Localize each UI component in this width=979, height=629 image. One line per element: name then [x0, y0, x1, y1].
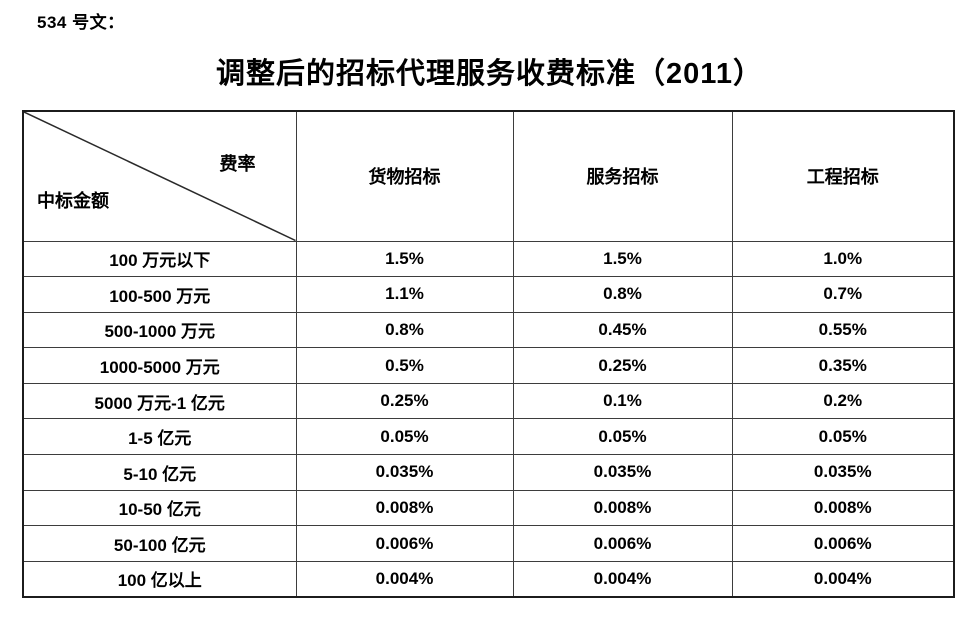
rate-cell: 1.5%	[512, 240, 733, 278]
rate-cell: 0.035%	[731, 454, 955, 491]
table-row: 500-1000 万元 0.8% 0.45% 0.55%	[22, 311, 955, 349]
row-label: 100 万元以下	[22, 240, 297, 278]
rate-cell: 0.004%	[295, 560, 514, 598]
rate-cell: 1.0%	[731, 240, 955, 278]
rate-cell: 0.45%	[512, 311, 733, 349]
rate-cell: 0.006%	[295, 525, 514, 562]
rate-cell: 0.25%	[295, 382, 514, 420]
col-header-goods-tender: 货物招标	[295, 110, 514, 242]
row-label: 10-50 亿元	[22, 489, 297, 527]
table-row: 10-50 亿元 0.008% 0.008% 0.008%	[22, 489, 955, 527]
page-title: 调整后的招标代理服务收费标准（2011）	[216, 58, 763, 90]
rate-cell: 0.035%	[512, 454, 733, 491]
rate-cell: 0.008%	[512, 489, 733, 527]
rate-cell: 0.2%	[731, 382, 955, 420]
rate-cell: 0.004%	[731, 560, 955, 598]
rate-cell: 0.008%	[731, 489, 955, 527]
rate-cell: 0.5%	[295, 347, 514, 384]
doc-number: 534 号文：	[37, 13, 125, 32]
fee-rate-table: 费率 中标金额 货物招标 服务招标 工程招标 100 万元以下 1.5% 1.5…	[22, 110, 955, 598]
row-label: 500-1000 万元	[22, 311, 297, 349]
corner-header-cell: 费率 中标金额	[22, 110, 297, 242]
rate-cell: 0.006%	[731, 525, 955, 562]
diagonal-divider	[24, 112, 296, 241]
rate-cell: 0.006%	[512, 525, 733, 562]
rate-cell: 0.035%	[295, 454, 514, 491]
row-label: 5-10 亿元	[22, 454, 297, 491]
col-header-service-tender: 服务招标	[512, 110, 733, 242]
table-row: 100 亿以上 0.004% 0.004% 0.004%	[22, 560, 955, 598]
table-row: 5000 万元-1 亿元 0.25% 0.1% 0.2%	[22, 382, 955, 420]
rate-cell: 0.8%	[512, 276, 733, 313]
table-row: 1000-5000 万元 0.5% 0.25% 0.35%	[22, 347, 955, 384]
corner-bid-amount-label: 中标金额	[37, 190, 109, 211]
table-row: 100-500 万元 1.1% 0.8% 0.7%	[22, 276, 955, 313]
rate-cell: 0.1%	[512, 382, 733, 420]
row-label: 1-5 亿元	[22, 418, 297, 456]
table-row: 1-5 亿元 0.05% 0.05% 0.05%	[22, 418, 955, 456]
rate-cell: 0.05%	[295, 418, 514, 456]
row-label: 1000-5000 万元	[22, 347, 297, 384]
table-row: 100 万元以下 1.5% 1.5% 1.0%	[22, 240, 955, 278]
row-label: 50-100 亿元	[22, 525, 297, 562]
rate-cell: 0.8%	[295, 311, 514, 349]
rate-cell: 0.004%	[512, 560, 733, 598]
row-label: 100-500 万元	[22, 276, 297, 313]
header-row: 费率 中标金额 货物招标 服务招标 工程招标	[22, 110, 955, 242]
corner-fee-rate-label: 费率	[219, 154, 256, 174]
table-row: 5-10 亿元 0.035% 0.035% 0.035%	[22, 454, 955, 491]
rate-cell: 0.05%	[731, 418, 955, 456]
row-label: 5000 万元-1 亿元	[22, 382, 297, 420]
row-label: 100 亿以上	[22, 560, 297, 598]
col-header-works-tender: 工程招标	[731, 110, 955, 242]
rate-cell: 1.1%	[295, 276, 514, 313]
rate-cell: 0.05%	[512, 418, 733, 456]
rate-cell: 0.008%	[295, 489, 514, 527]
rate-cell: 0.7%	[731, 276, 955, 313]
rate-cell: 0.55%	[731, 311, 955, 349]
rate-cell: 0.25%	[512, 347, 733, 384]
rate-cell: 1.5%	[295, 240, 514, 278]
rate-cell: 0.35%	[731, 347, 955, 384]
table-row: 50-100 亿元 0.006% 0.006% 0.006%	[22, 525, 955, 562]
